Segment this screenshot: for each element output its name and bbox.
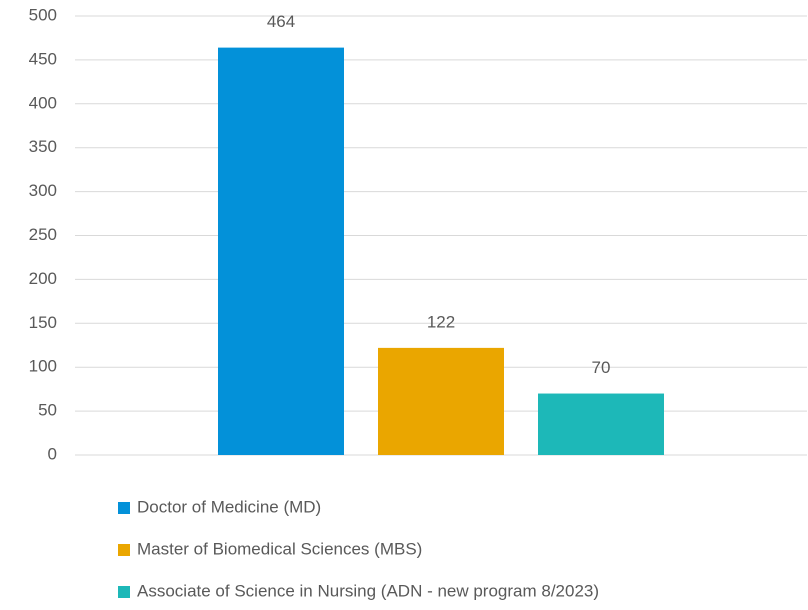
bar <box>378 347 504 455</box>
y-tick-label: 100 <box>29 357 57 376</box>
y-tick-label: 400 <box>29 93 57 112</box>
y-tick-label: 500 <box>29 5 57 24</box>
y-tick-label: 250 <box>29 225 57 244</box>
y-tick-label: 200 <box>29 269 57 288</box>
y-tick-label: 150 <box>29 313 57 332</box>
y-tick-label: 0 <box>48 444 57 463</box>
data-label: 122 <box>427 312 455 331</box>
data-label: 70 <box>592 358 611 377</box>
legend-swatch <box>118 502 130 514</box>
bar <box>218 47 344 455</box>
y-tick-label: 50 <box>38 401 57 420</box>
data-label: 464 <box>267 12 295 31</box>
bar <box>538 393 664 455</box>
y-tick-label: 450 <box>29 49 57 68</box>
y-tick-label: 350 <box>29 137 57 156</box>
legend-label: Doctor of Medicine (MD) <box>137 497 321 516</box>
legend-label: Associate of Science in Nursing (ADN - n… <box>137 581 599 600</box>
y-tick-label: 300 <box>29 181 57 200</box>
legend-swatch <box>118 544 130 556</box>
legend-swatch <box>118 586 130 598</box>
legend-label: Master of Biomedical Sciences (MBS) <box>137 539 422 558</box>
